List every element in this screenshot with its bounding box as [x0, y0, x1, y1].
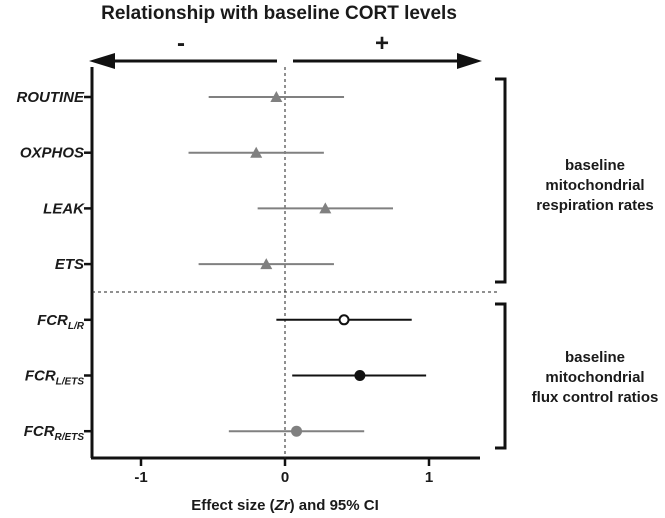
axes — [90, 67, 497, 460]
negative-direction-label: - — [177, 30, 185, 57]
row-label-subscript: R/ETS — [55, 432, 85, 443]
group-label-line: mitochondrial — [545, 177, 644, 194]
group-label-line: mitochondrial — [545, 369, 644, 386]
group-label-line: baseline — [565, 349, 625, 366]
filled-circle-marker — [291, 425, 303, 437]
row-label: FCRL/R — [37, 312, 85, 332]
row-label-main: FCR — [37, 312, 68, 329]
group-label-line: respiration rates — [536, 197, 654, 214]
row-label-main: FCR — [25, 368, 56, 385]
group-bracket — [495, 302, 507, 450]
triangle-marker — [319, 202, 332, 214]
negative-arrow-head — [89, 53, 115, 69]
x-axis-label-prefix: Effect size ( — [191, 497, 274, 514]
direction-arrows — [89, 53, 482, 69]
x-tick-label: -1 — [134, 469, 147, 486]
row-label-subscript: L/R — [68, 321, 85, 332]
filled-circle-marker — [354, 370, 366, 381]
row-label-main: ROUTINE — [17, 89, 85, 106]
x-axis-label-suffix: ) and 95% CI — [290, 497, 379, 514]
row-label: FCRR/ETS — [24, 423, 85, 443]
row-label: OXPHOS — [20, 145, 84, 162]
open-circle-marker — [338, 314, 350, 326]
triangle-marker — [270, 91, 283, 102]
x-tick-label: 1 — [425, 469, 433, 486]
row-label: LEAK — [43, 200, 85, 217]
row-label: ROUTINE — [17, 89, 85, 106]
group-brackets: baseline mitochondrial respiration rates ba… — [495, 77, 659, 450]
triangle-marker — [250, 146, 263, 158]
chart-title: Relationship with baseline CORT levels — [101, 3, 457, 24]
x-tick-label: 0 — [281, 469, 289, 486]
group-bracket — [495, 77, 507, 284]
x-axis-label: Effect size (Zr) and 95% CI — [191, 497, 379, 514]
positive-direction-label: + — [375, 30, 389, 57]
row-label-main: FCR — [24, 423, 55, 440]
row-label-main: LEAK — [43, 200, 85, 217]
row-label: FCRL/ETS — [25, 368, 84, 388]
row-label-subscript: L/ETS — [56, 377, 85, 388]
row-label-main: ETS — [55, 256, 84, 273]
row-label-main: OXPHOS — [20, 145, 84, 162]
x-axis-label-symbol: Zr — [274, 497, 291, 514]
plot-marks — [188, 91, 427, 437]
group-label-line: flux control ratios — [532, 389, 659, 406]
triangle-marker — [260, 258, 273, 270]
row-label: ETS — [55, 256, 84, 273]
group-label-line: baseline — [565, 157, 625, 174]
positive-arrow-head — [457, 53, 482, 69]
row-labels: ROUTINEOXPHOSLEAKETSFCRL/RFCRL/ETSFCRR/E… — [17, 89, 92, 443]
x-ticks: -1 0 1 — [134, 458, 433, 486]
